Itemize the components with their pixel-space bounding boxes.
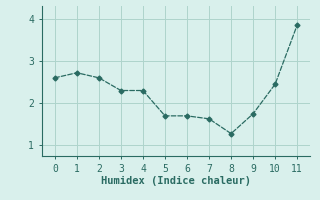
X-axis label: Humidex (Indice chaleur): Humidex (Indice chaleur) [101,176,251,186]
